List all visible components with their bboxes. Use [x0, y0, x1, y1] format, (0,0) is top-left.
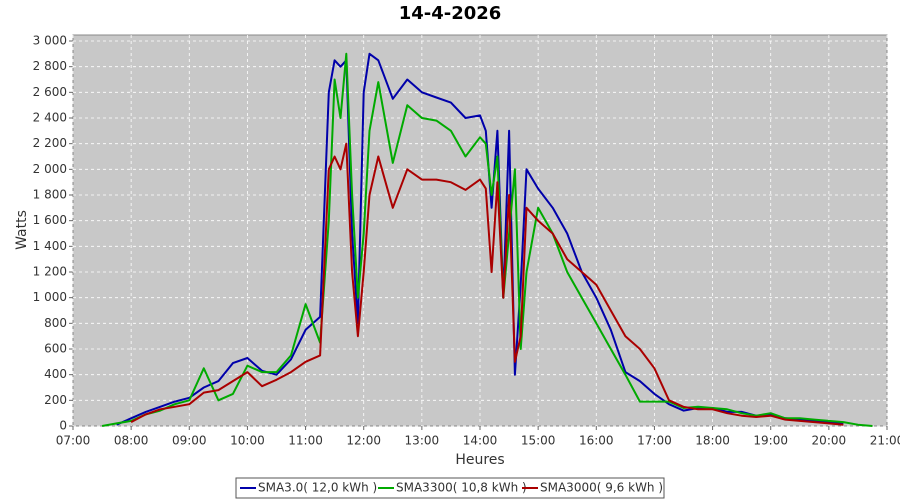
y-tick-label: 3 000 — [33, 34, 67, 48]
x-tick-label: 21:00 — [870, 434, 900, 448]
series-line — [101, 52, 873, 427]
x-tick-label: 12:00 — [346, 434, 381, 448]
x-tick-label: 16:00 — [579, 434, 614, 448]
x-axis-label: Heures — [455, 452, 504, 468]
y-tick-label: 1 000 — [33, 290, 67, 304]
x-tick-label: 20:00 — [812, 434, 847, 448]
x-tick-label: 13:00 — [405, 434, 440, 448]
y-tick-label: 400 — [44, 367, 67, 381]
x-tick-label: 11:00 — [288, 434, 323, 448]
chart-title: 14-4-2026 — [399, 3, 502, 24]
y-tick-label: 600 — [44, 342, 67, 356]
x-tick-label: 14:00 — [463, 434, 498, 448]
y-tick-label: 1 400 — [33, 239, 67, 253]
y-tick-label: 1 600 — [33, 213, 67, 227]
series-line — [116, 52, 844, 426]
y-tick-label: 1 800 — [33, 188, 67, 202]
legend — [235, 477, 665, 499]
y-tick-label: 2 600 — [33, 85, 67, 99]
legend-label: SMA3300( 10,8 kWh ) — [396, 481, 527, 495]
y-tick-label: 0 — [59, 419, 67, 433]
y-tick-label: 200 — [44, 393, 67, 407]
x-tick-label: 19:00 — [753, 434, 788, 448]
x-tick-label: 10:00 — [230, 434, 265, 448]
x-tick-label: 08:00 — [114, 434, 149, 448]
y-tick-label: 1 200 — [33, 265, 67, 279]
x-tick-label: 17:00 — [637, 434, 672, 448]
y-tick-label: 2 200 — [33, 136, 67, 150]
series-line — [130, 142, 844, 426]
x-tick-label: 07:00 — [56, 434, 91, 448]
y-axis-label: Watts — [14, 210, 30, 250]
legend-label: SMA3000( 9,6 kWh ) — [540, 481, 663, 495]
x-tick-label: 15:00 — [521, 434, 556, 448]
y-tick-label: 2 800 — [33, 59, 67, 73]
x-tick-label: 18:00 — [695, 434, 730, 448]
y-tick-label: 2 000 — [33, 162, 67, 176]
y-tick-label: 800 — [44, 316, 67, 330]
y-tick-label: 2 400 — [33, 111, 67, 125]
x-tick-label: 09:00 — [172, 434, 207, 448]
legend-label: SMA3.0( 12,0 kWh ) — [258, 481, 377, 495]
